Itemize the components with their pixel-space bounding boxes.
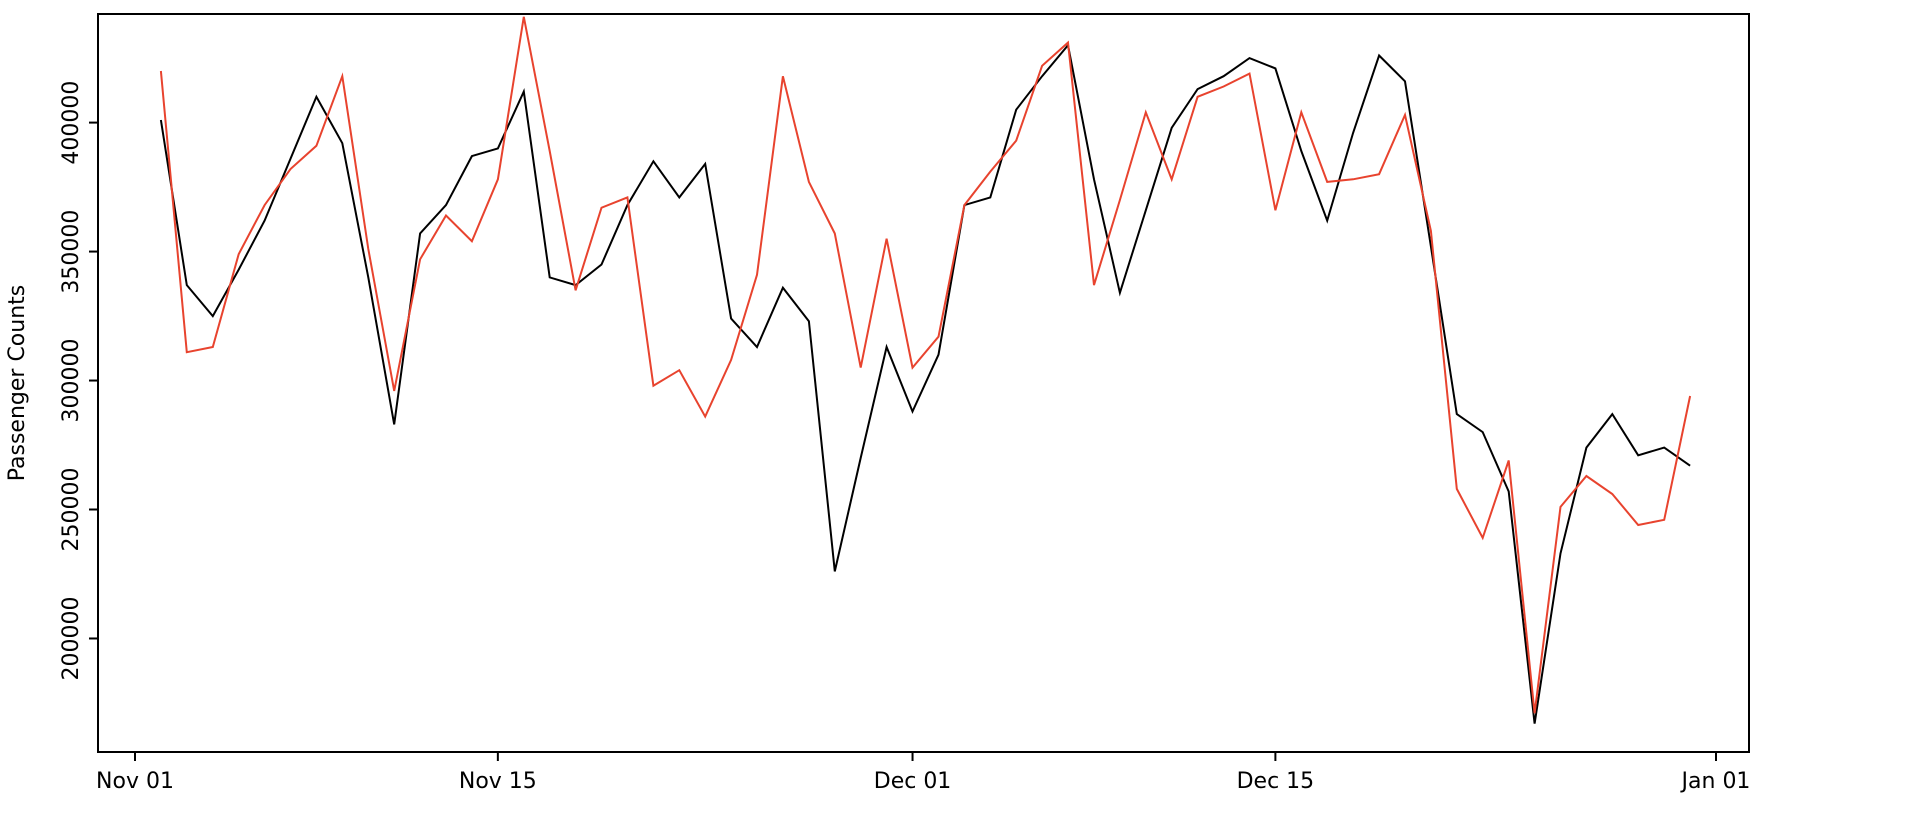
x-tick-label: Dec 01 [874,769,952,794]
y-axis-title: Passenger Counts [5,285,30,482]
y-tick-label: 300000 [59,339,84,423]
y-tick-label: 350000 [59,210,84,294]
red-series-line [159,16,1692,714]
plot-border [97,13,1750,753]
y-tick-label: 200000 [59,596,84,680]
black-series-line [159,42,1691,724]
x-tick-label: Nov 01 [96,769,174,794]
y-tick-label: 400000 [59,81,84,165]
y-tick-label: 250000 [59,468,84,552]
x-tick-label: Nov 15 [459,769,537,794]
x-tick-label: Jan 01 [1680,769,1751,794]
x-tick-label: Dec 15 [1237,769,1315,794]
